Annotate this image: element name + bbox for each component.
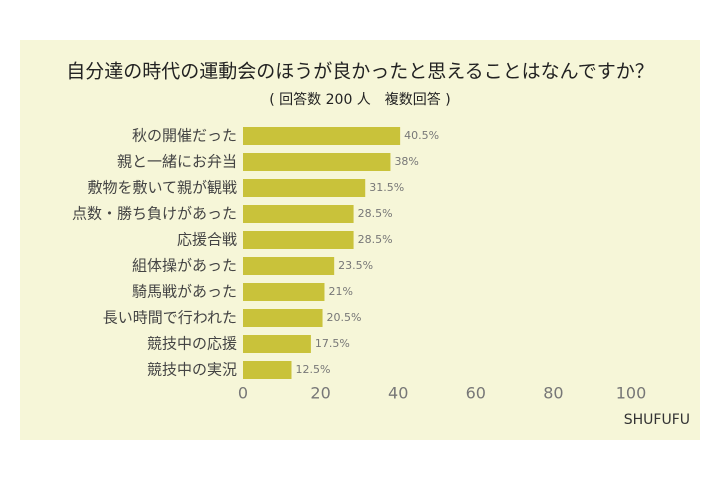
value-label: 28.5% xyxy=(358,207,393,220)
x-tick-label: 100 xyxy=(616,384,647,403)
x-tick-label: 0 xyxy=(238,384,248,403)
bar xyxy=(243,309,323,327)
y-tick-label: 親と一緒にお弁当 xyxy=(117,153,237,171)
x-tick-label: 80 xyxy=(543,384,563,403)
value-label: 40.5% xyxy=(404,129,439,142)
value-label: 21% xyxy=(328,285,352,298)
bar xyxy=(243,361,292,379)
bar xyxy=(243,335,311,353)
x-tick-label: 60 xyxy=(466,384,486,403)
bar xyxy=(243,205,354,223)
y-tick-label: 騎馬戦があった xyxy=(132,283,237,301)
value-label: 31.5% xyxy=(369,181,404,194)
value-label: 20.5% xyxy=(327,311,362,324)
bar xyxy=(243,153,391,171)
panel xyxy=(20,40,700,440)
y-tick-label: 競技中の実況 xyxy=(147,361,237,379)
value-label: 38% xyxy=(394,155,418,168)
bar xyxy=(243,179,366,197)
x-tick-label: 20 xyxy=(310,384,330,403)
value-label: 23.5% xyxy=(338,259,373,272)
bar xyxy=(243,127,401,145)
x-tick-label: 40 xyxy=(388,384,408,403)
y-tick-label: 秋の開催だった xyxy=(132,127,237,145)
y-tick-label: 組体操があった xyxy=(132,257,237,275)
bar xyxy=(243,257,335,275)
chart-subtitle: ( 回答数 200 人 複数回答 ) xyxy=(269,91,450,108)
value-label: 17.5% xyxy=(315,337,350,350)
value-label: 28.5% xyxy=(358,233,393,246)
y-tick-label: 点数・勝ち負けがあった xyxy=(72,205,237,223)
value-label: 12.5% xyxy=(296,363,331,376)
source: SHUFUFU xyxy=(624,412,690,428)
bar xyxy=(243,231,354,249)
y-tick-label: 競技中の応援 xyxy=(147,335,237,353)
chart-title: 自分達の時代の運動会のほうが良かったと思えることはなんですか？ xyxy=(66,61,653,83)
bar xyxy=(243,283,325,301)
y-tick-label: 応援合戦 xyxy=(177,231,237,249)
y-tick-label: 敷物を敷いて親が観戦 xyxy=(87,179,237,197)
y-tick-label: 長い時間で行われた xyxy=(103,309,237,327)
